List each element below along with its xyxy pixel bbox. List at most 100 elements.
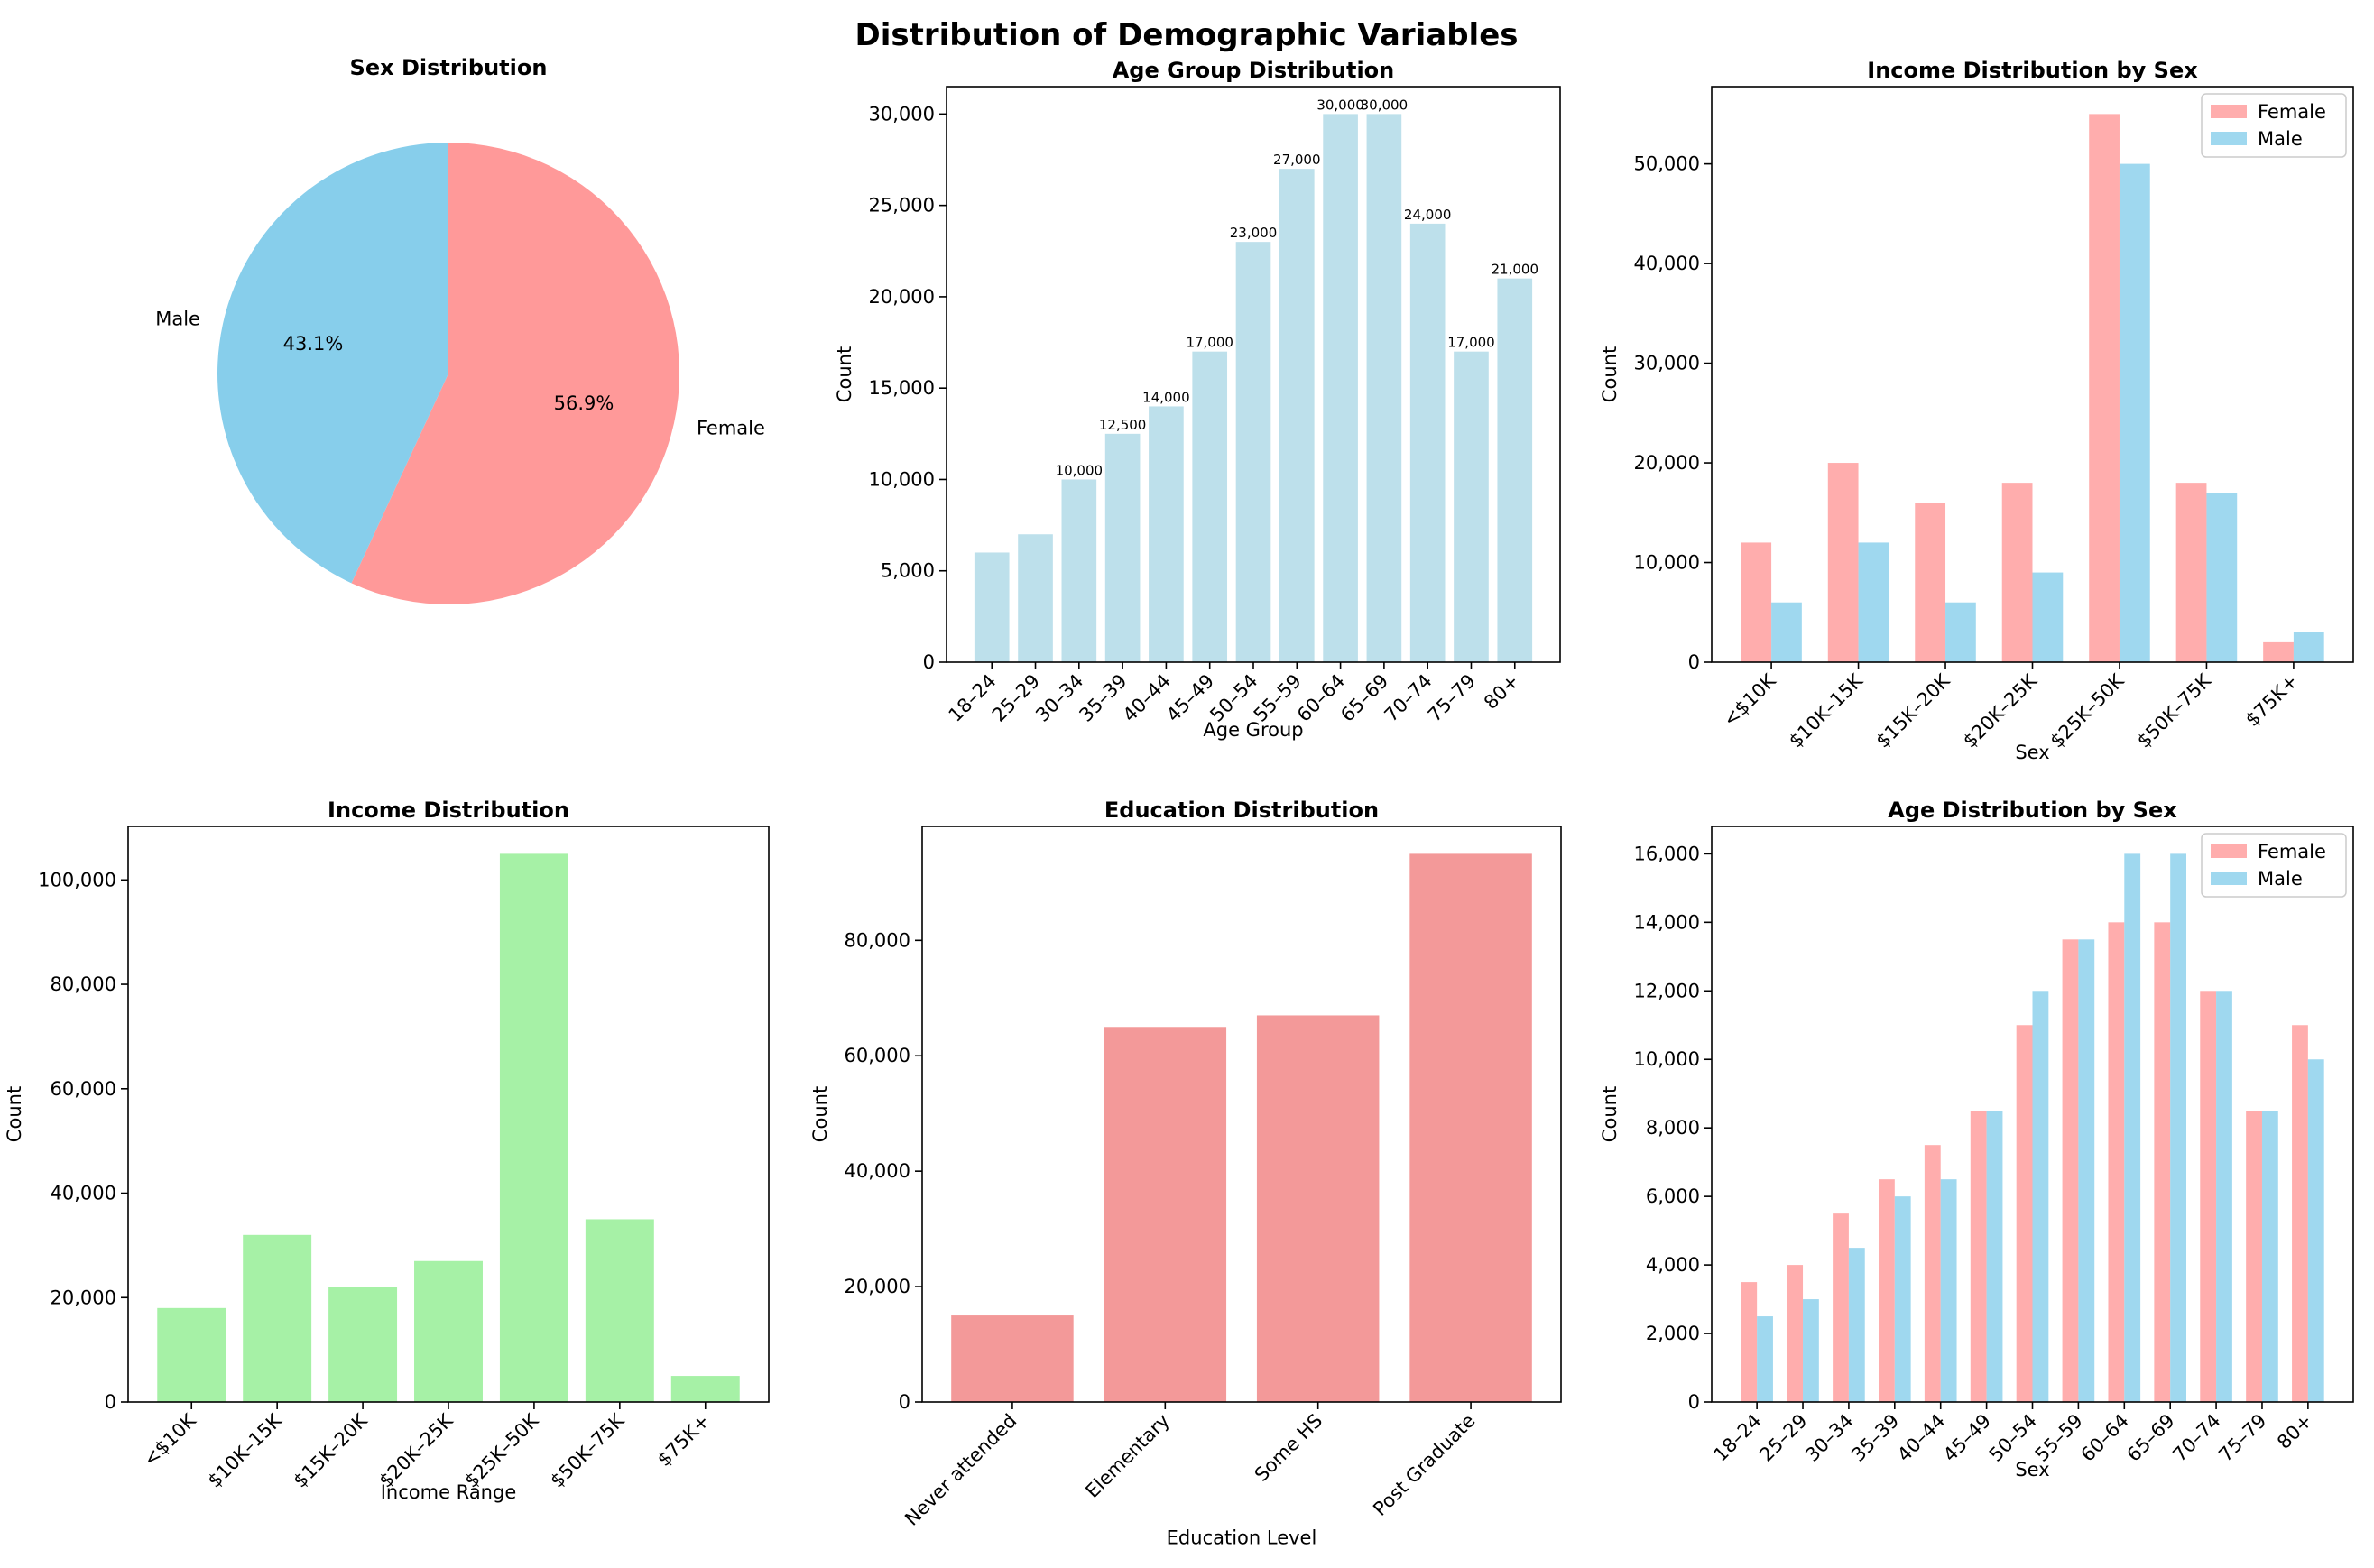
bar-female <box>2246 1111 2262 1402</box>
bar-male <box>1986 1111 2003 1402</box>
x-tick-label: 50–54 <box>1205 670 1261 726</box>
data-label: 17,000 <box>1186 335 1233 351</box>
bar-male <box>1848 1248 1865 1402</box>
y-tick-label: 60,000 <box>51 1078 116 1100</box>
bar-male <box>2206 493 2238 662</box>
chart-income: Income Distribution 0 20,000 40,000 60,000 80… <box>4 798 770 1503</box>
chart-title: Age Group Distribution <box>1113 58 1395 83</box>
y-axis-label: Count <box>834 346 855 402</box>
bar <box>1497 278 1533 662</box>
x-tick-label: 35–39 <box>1847 1410 1903 1466</box>
bar <box>974 552 1010 662</box>
bar-female <box>2089 114 2120 662</box>
pie-slice-female <box>351 143 679 604</box>
data-label: 12,500 <box>1099 417 1147 433</box>
x-tick-label: $50K–75K <box>2133 669 2216 752</box>
legend-swatch <box>2211 844 2247 858</box>
y-tick-label: 0 <box>105 1391 116 1413</box>
bar <box>1256 1015 1380 1402</box>
x-tick-label: 65–69 <box>1336 670 1392 726</box>
bar <box>1323 114 1358 662</box>
x-tick-label: 70–74 <box>2168 1410 2224 1466</box>
y-tick-label: 10,000 <box>869 468 935 490</box>
y-tick-label: 20,000 <box>869 286 935 308</box>
y-tick-label: 10,000 <box>1634 552 1700 574</box>
data-label: 10,000 <box>1056 462 1104 478</box>
bar-male <box>2119 163 2150 663</box>
y-tick-label: 60,000 <box>845 1045 910 1066</box>
x-tick-label: $25K–50K <box>460 1409 543 1492</box>
bar-male <box>2261 1111 2278 1402</box>
bar-male <box>1894 1196 1911 1402</box>
y-axis-label: Count <box>1599 1086 1621 1142</box>
x-tick-label: $20K–25K <box>374 1409 457 1492</box>
x-tick-label: 65–69 <box>2123 1410 2179 1466</box>
bar-female <box>2263 641 2294 662</box>
x-tick-label: Post Graduate <box>1369 1410 1479 1520</box>
chart-title: Income Distribution <box>328 798 569 823</box>
y-tick-label: 100,000 <box>38 869 116 890</box>
data-label: 30,000 <box>1316 97 1364 113</box>
x-tick-label: 45–49 <box>1162 670 1218 726</box>
x-tick-label: $75K+ <box>653 1410 714 1471</box>
bar-female <box>1827 463 1859 662</box>
x-axis-label: Income Range <box>381 1481 517 1503</box>
bar <box>157 1307 226 1402</box>
legend-label: Female <box>2258 841 2326 862</box>
y-axis-label: Count <box>4 1086 25 1142</box>
y-axis-label: Count <box>809 1086 831 1142</box>
y-tick-label: 15,000 <box>869 377 935 399</box>
x-tick-label: 25–29 <box>1755 1410 1811 1466</box>
x-axis-label: Sex <box>2015 1459 2049 1480</box>
x-tick-label: 18–24 <box>945 670 1001 726</box>
pie-label: Male <box>155 308 200 329</box>
x-tick-label: $10K–15K <box>1785 669 1868 752</box>
pie-pct-label: 56.9% <box>554 392 614 414</box>
data-label: 30,000 <box>1361 97 1409 113</box>
y-tick-label: 30,000 <box>869 103 935 125</box>
x-tick-label: Elementary <box>1081 1410 1173 1502</box>
chart-age_sex: Age Distribution by Sex 0 2,000 4,000 6,000 8… <box>1599 798 2354 1480</box>
y-axis-label: Count <box>1599 346 1621 402</box>
x-tick-label: 60–64 <box>1293 670 1349 726</box>
bar-female <box>2062 939 2079 1402</box>
bar <box>1279 169 1315 663</box>
axes-frame <box>921 826 1562 1403</box>
bar <box>1104 1027 1227 1402</box>
bar <box>670 1376 740 1402</box>
bar-male <box>1757 1316 1773 1402</box>
x-tick-label: 55–59 <box>1250 670 1306 726</box>
bar <box>1409 853 1532 1402</box>
x-tick-label: 25–29 <box>988 670 1044 726</box>
x-tick-label: 40–44 <box>1119 670 1175 726</box>
legend-label: Male <box>2258 868 2303 890</box>
bar-male <box>2216 991 2232 1402</box>
bar <box>1104 433 1141 662</box>
x-axis-label: Education Level <box>1167 1527 1317 1549</box>
x-tick-label: $10K–15K <box>204 1409 287 1492</box>
bar-male <box>2124 853 2141 1402</box>
y-tick-label: 30,000 <box>1634 353 1700 374</box>
bar <box>1018 534 1053 662</box>
bar-male <box>2032 572 2064 662</box>
x-tick-label: $75K+ <box>2241 670 2302 731</box>
pie-slice-male <box>217 143 448 584</box>
bar <box>499 853 568 1402</box>
y-tick-label: 5,000 <box>881 560 935 582</box>
bar <box>1409 223 1446 662</box>
bar-male <box>1771 602 1802 662</box>
bar-male <box>2307 1059 2324 1402</box>
y-tick-label: 20,000 <box>51 1287 116 1308</box>
chart-education: Education Distribution 0 20,000 40,000 60,00… <box>809 798 1562 1549</box>
chart-title: Sex Distribution <box>350 55 548 80</box>
data-label: 17,000 <box>1447 335 1495 351</box>
y-tick-label: 8,000 <box>1646 1117 1700 1139</box>
y-tick-label: 20,000 <box>1634 452 1700 474</box>
bar <box>585 1219 654 1402</box>
bar <box>1061 479 1097 662</box>
bar-female <box>1915 503 1946 662</box>
y-tick-label: 14,000 <box>1634 911 1700 933</box>
x-tick-label: 40–44 <box>1893 1410 1949 1466</box>
chart-title: Income Distribution by Sex <box>1867 58 2198 83</box>
